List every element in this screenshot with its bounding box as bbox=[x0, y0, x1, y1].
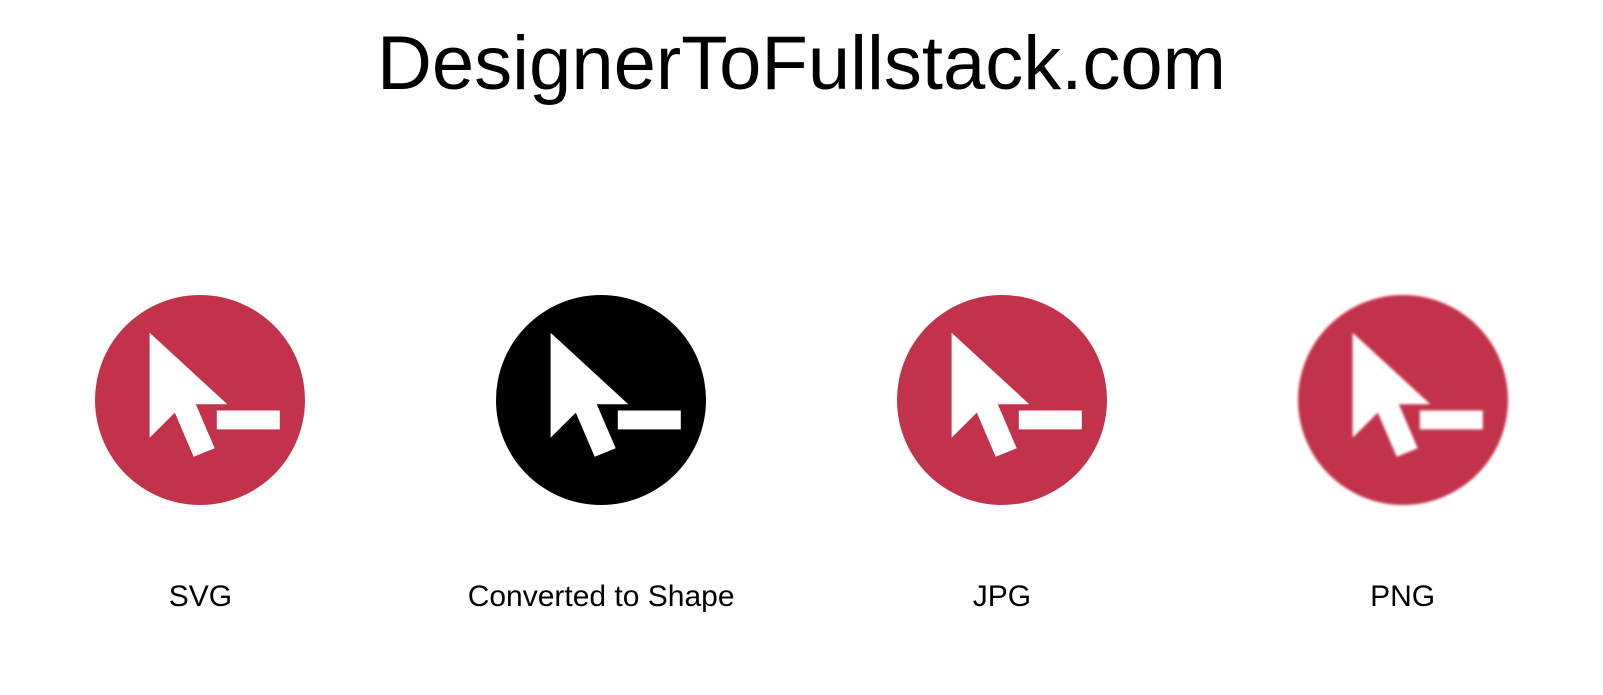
item-jpg: JPG bbox=[822, 290, 1182, 614]
caption-jpg: JPG bbox=[973, 580, 1031, 614]
cursor-minus-icon bbox=[892, 290, 1112, 510]
cursor-minus-icon bbox=[90, 290, 310, 510]
caption-shape: Converted to Shape bbox=[468, 580, 735, 614]
page: DesignerToFullstack.com SVG bbox=[0, 0, 1603, 695]
cursor-minus-icon bbox=[491, 290, 711, 510]
caption-png: PNG bbox=[1370, 580, 1435, 614]
item-png: PNG bbox=[1223, 290, 1583, 614]
item-svg: SVG bbox=[20, 290, 380, 614]
page-title: DesignerToFullstack.com bbox=[0, 20, 1603, 107]
item-shape: Converted to Shape bbox=[421, 290, 781, 614]
icon-row: SVG Converted to Shape bbox=[0, 290, 1603, 614]
caption-svg: SVG bbox=[169, 580, 232, 614]
cursor-minus-icon bbox=[1293, 290, 1513, 510]
